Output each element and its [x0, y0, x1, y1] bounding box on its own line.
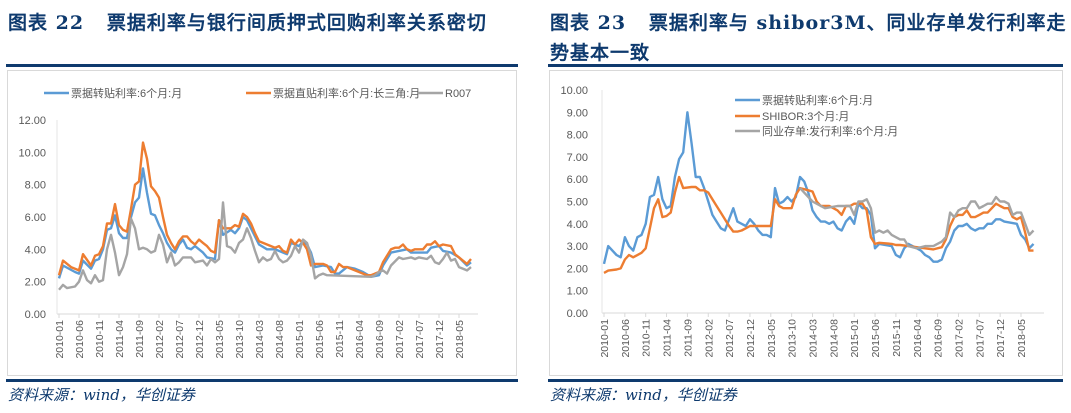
x-tick-label: 2015-01 [294, 320, 306, 359]
y-tick-label: 9.00 [567, 107, 588, 119]
source-divider [6, 379, 518, 382]
y-tick-label: 2.00 [567, 263, 588, 275]
y-tick-label: 0.00 [567, 308, 588, 320]
x-tick-label: 2017-07 [414, 320, 426, 359]
x-tick-label: 2014-03 [808, 319, 820, 358]
y-tick-label: 8.00 [25, 180, 46, 192]
title-divider [6, 64, 518, 67]
y-tick-label: 4.00 [567, 219, 588, 231]
x-tick-label: 2015-01 [849, 319, 861, 358]
y-tick-label: 5.00 [567, 197, 588, 209]
x-tick-label: 2012-12 [745, 319, 757, 358]
x-tick-label: 2018-05 [454, 320, 466, 359]
figure-caption: 票据利率与 shibor3M、同业存单发行利率走 [648, 12, 1067, 34]
x-tick-label: 2015-11 [334, 320, 346, 358]
x-tick-label: 2013-05 [214, 320, 226, 359]
series-line-1 [57, 167, 472, 279]
y-tick-label: 4.00 [25, 244, 46, 256]
title-divider [548, 64, 1063, 67]
y-tick-label: 1.00 [567, 286, 588, 298]
chart-title-left: 图表 22 票据利率与银行间质押式回购利率关系密切 [8, 8, 487, 35]
x-tick-label: 2016-09 [933, 319, 945, 358]
y-tick-label: 2.00 [25, 277, 46, 289]
legend-label: 票据转贴利率:6个月:月 [762, 93, 873, 107]
source-note: 资料来源：wind，华创证券 [8, 386, 195, 404]
x-tick-label: 2010-01 [599, 319, 611, 358]
x-tick-label: 2013-10 [234, 320, 246, 359]
y-tick-label: 12.00 [18, 115, 46, 127]
x-tick-label: 2012-07 [724, 319, 736, 358]
x-tick-label: 2010-11 [94, 320, 106, 358]
y-tick-label: 3.00 [567, 241, 588, 253]
x-tick-label: 2016-04 [912, 319, 924, 358]
source-note: 资料来源：wind，华创证券 [550, 386, 737, 404]
y-tick-label: 7.00 [567, 152, 588, 164]
series-line-3 [799, 187, 1035, 250]
x-tick-label: 2015-06 [870, 319, 882, 358]
figure-caption: 票据利率与银行间质押式回购利率关系密切 [106, 12, 487, 34]
x-tick-label: 2012-02 [154, 320, 166, 359]
x-tick-label: 2010-06 [620, 319, 632, 358]
series-line-2 [57, 141, 472, 277]
x-tick-label: 2010-11 [641, 319, 653, 357]
chart-frame-left [7, 70, 517, 376]
x-tick-label: 2013-10 [787, 319, 799, 358]
figure-number: 图表 22 [8, 12, 85, 34]
x-tick-label: 2016-09 [374, 320, 386, 359]
legend-label: 同业存单:发行利率:6个月:月 [762, 124, 898, 138]
series-line-3 [58, 201, 472, 291]
x-tick-label: 2013-05 [766, 319, 778, 358]
series-line-1 [602, 111, 1035, 265]
series-line-2 [603, 175, 1034, 274]
y-tick-label: 10.00 [18, 147, 46, 159]
y-tick-label: 0.00 [25, 309, 46, 321]
x-tick-label: 2010-06 [74, 320, 86, 359]
legend-label: R007 [445, 88, 471, 100]
y-tick-label: 6.00 [25, 212, 46, 224]
y-tick-label: 6.00 [567, 174, 588, 186]
x-tick-label: 2010-01 [54, 320, 66, 359]
x-tick-label: 2014-03 [254, 320, 266, 359]
x-tick-label: 2011-09 [134, 320, 146, 358]
x-tick-label: 2016-04 [354, 320, 366, 359]
figure-caption-line2: 势基本一致 [550, 42, 651, 64]
x-tick-label: 2012-12 [194, 320, 206, 359]
x-tick-label: 2014-08 [274, 320, 286, 359]
chart-frame-right [549, 70, 1063, 376]
x-tick-label: 2011-09 [682, 319, 694, 357]
x-tick-label: 2014-08 [828, 319, 840, 358]
legend-label: 票据直贴利率:6个月:长三角:月 [273, 86, 420, 100]
legend-label: 票据转贴利率:6个月:月 [71, 86, 182, 100]
x-tick-label: 2015-11 [891, 319, 903, 357]
x-tick-label: 2012-07 [174, 320, 186, 359]
x-tick-label: 2017-12 [434, 320, 446, 359]
x-tick-label: 2017-12 [995, 319, 1007, 358]
x-tick-label: 2015-06 [314, 320, 326, 359]
x-tick-label: 2011-04 [114, 320, 126, 358]
x-tick-label: 2018-05 [1016, 319, 1028, 358]
x-tick-label: 2012-02 [703, 319, 715, 358]
source-divider [548, 379, 1063, 382]
y-tick-label: 8.00 [567, 130, 588, 142]
x-tick-label: 2017-02 [953, 319, 965, 358]
y-tick-label: 10.00 [560, 85, 588, 97]
x-tick-label: 2017-07 [974, 319, 986, 358]
x-tick-label: 2017-02 [394, 320, 406, 359]
legend-label: SHIBOR:3个月:月 [762, 110, 849, 123]
x-tick-label: 2011-04 [662, 319, 674, 357]
figure-number: 图表 23 [550, 12, 627, 34]
chart-title-right: 图表 23 票据利率与 shibor3M、同业存单发行利率走势基本一致 [550, 8, 1067, 68]
